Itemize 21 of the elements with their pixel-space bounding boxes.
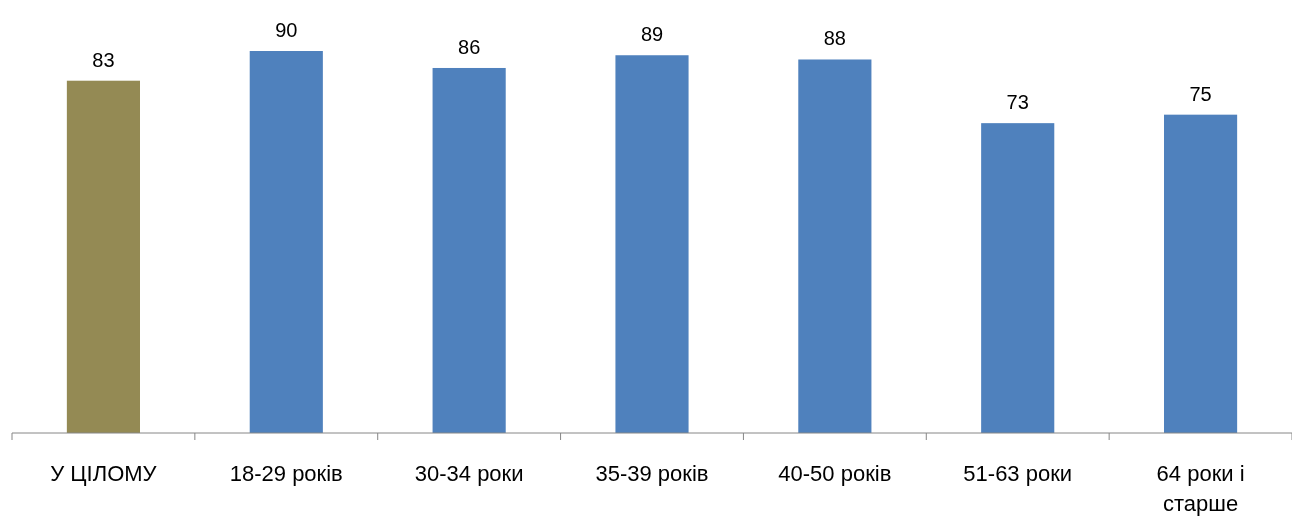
data-label: 83: [92, 48, 115, 71]
bar: [798, 59, 872, 433]
x-tick-label: 40-50 років: [778, 461, 892, 486]
data-label: 75: [1189, 82, 1212, 105]
bar: [615, 55, 689, 433]
x-tick-label: 35-39 років: [595, 461, 709, 486]
data-label: 89: [640, 23, 664, 46]
data-label: 73: [1006, 91, 1029, 114]
x-tick-label: 18-29 років: [229, 461, 343, 486]
bar: [432, 67, 506, 433]
bar: [66, 80, 140, 433]
x-tick-label: 64 роки і старше: [1156, 461, 1245, 516]
bar: [1164, 114, 1238, 433]
bar: [981, 123, 1055, 433]
x-tick-label: 51-63 роки: [963, 461, 1073, 486]
bar: [249, 51, 323, 433]
data-label: 88: [823, 27, 846, 50]
data-label: 86: [458, 35, 481, 58]
x-tick-label: У ЦІЛОМУ: [50, 461, 158, 486]
data-label: 90: [275, 19, 298, 41]
x-tick-label: 30-34 роки: [414, 461, 524, 486]
